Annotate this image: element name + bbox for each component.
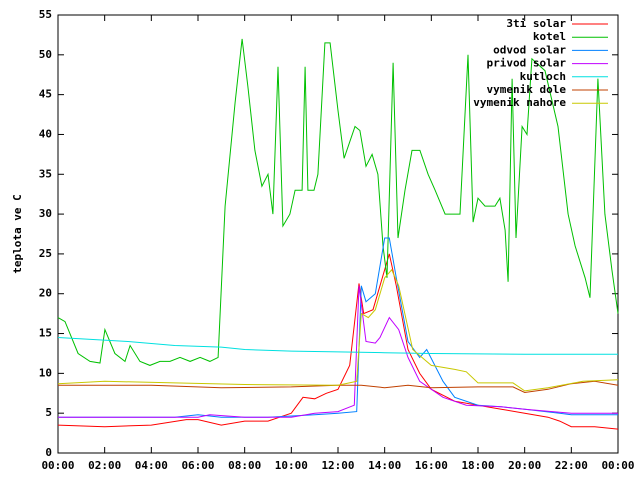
legend-label: odvod solar — [493, 43, 566, 56]
x-tick-label: 18:00 — [461, 459, 494, 472]
y-tick-label: 30 — [39, 207, 52, 220]
series-line — [57, 38, 619, 366]
y-tick-label: 25 — [39, 247, 52, 260]
series-line — [58, 237, 618, 418]
x-tick-label: 06:00 — [181, 459, 214, 472]
y-axis-label: teplota ve C — [11, 194, 24, 273]
y-tick-label: 40 — [39, 127, 52, 140]
y-tick-label: 10 — [39, 366, 52, 379]
x-tick-label: 12:00 — [321, 459, 354, 472]
x-tick-label: 16:00 — [415, 459, 448, 472]
y-tick-label: 45 — [39, 88, 52, 101]
y-tick-label: 15 — [39, 327, 52, 340]
series-line — [58, 380, 619, 394]
legend-label: kotel — [533, 30, 566, 43]
y-tick-label: 5 — [45, 406, 52, 419]
x-tick-label: 08:00 — [228, 459, 261, 472]
y-tick-label: 0 — [45, 446, 52, 459]
x-tick-label: 10:00 — [275, 459, 308, 472]
legend-label: vymenik nahore — [473, 96, 566, 109]
x-tick-label: 02:00 — [88, 459, 121, 472]
series-line — [58, 285, 618, 418]
y-tick-label: 35 — [39, 167, 52, 180]
y-tick-label: 20 — [39, 287, 52, 300]
series-line — [57, 268, 619, 392]
x-tick-label: 14:00 — [368, 459, 401, 472]
x-tick-label: 22:00 — [555, 459, 588, 472]
y-tick-label: 55 — [39, 8, 52, 21]
legend-label: 3ti solar — [506, 17, 566, 30]
legend-label: privod solar — [487, 57, 567, 70]
x-tick-label: 20:00 — [508, 459, 541, 472]
legend-label: vymenik dole — [487, 83, 567, 96]
legend-label: kutloch — [520, 70, 566, 83]
y-tick-label: 50 — [39, 48, 52, 61]
series-line — [57, 337, 618, 355]
x-tick-label: 04:00 — [135, 459, 168, 472]
x-tick-label: 00:00 — [41, 459, 74, 472]
series-line — [57, 253, 619, 430]
x-tick-label: 00:00 — [601, 459, 634, 472]
